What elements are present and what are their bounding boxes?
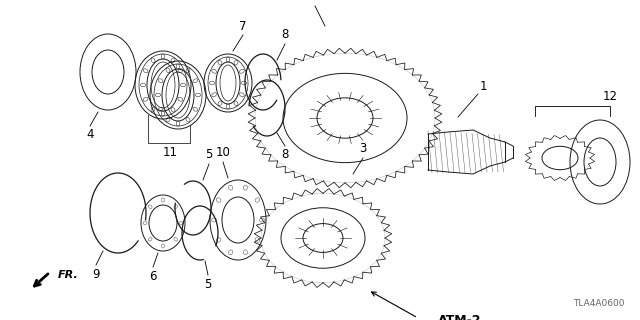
Text: 8: 8 <box>282 28 289 42</box>
Text: 12: 12 <box>602 90 618 102</box>
Text: 1: 1 <box>479 81 487 93</box>
Text: TLA4A0600: TLA4A0600 <box>573 299 625 308</box>
Text: 10: 10 <box>216 147 230 159</box>
Text: FR.: FR. <box>58 270 79 280</box>
Text: 2: 2 <box>311 0 319 4</box>
Text: 9: 9 <box>92 268 100 281</box>
Text: 4: 4 <box>86 129 93 141</box>
Text: 3: 3 <box>359 142 367 156</box>
Text: 11: 11 <box>163 147 177 159</box>
Text: 5: 5 <box>204 277 212 291</box>
Text: 7: 7 <box>239 20 247 33</box>
Text: 6: 6 <box>149 269 157 283</box>
Text: 8: 8 <box>282 148 289 162</box>
Text: 5: 5 <box>205 148 212 162</box>
Text: ATM-2: ATM-2 <box>438 314 481 320</box>
